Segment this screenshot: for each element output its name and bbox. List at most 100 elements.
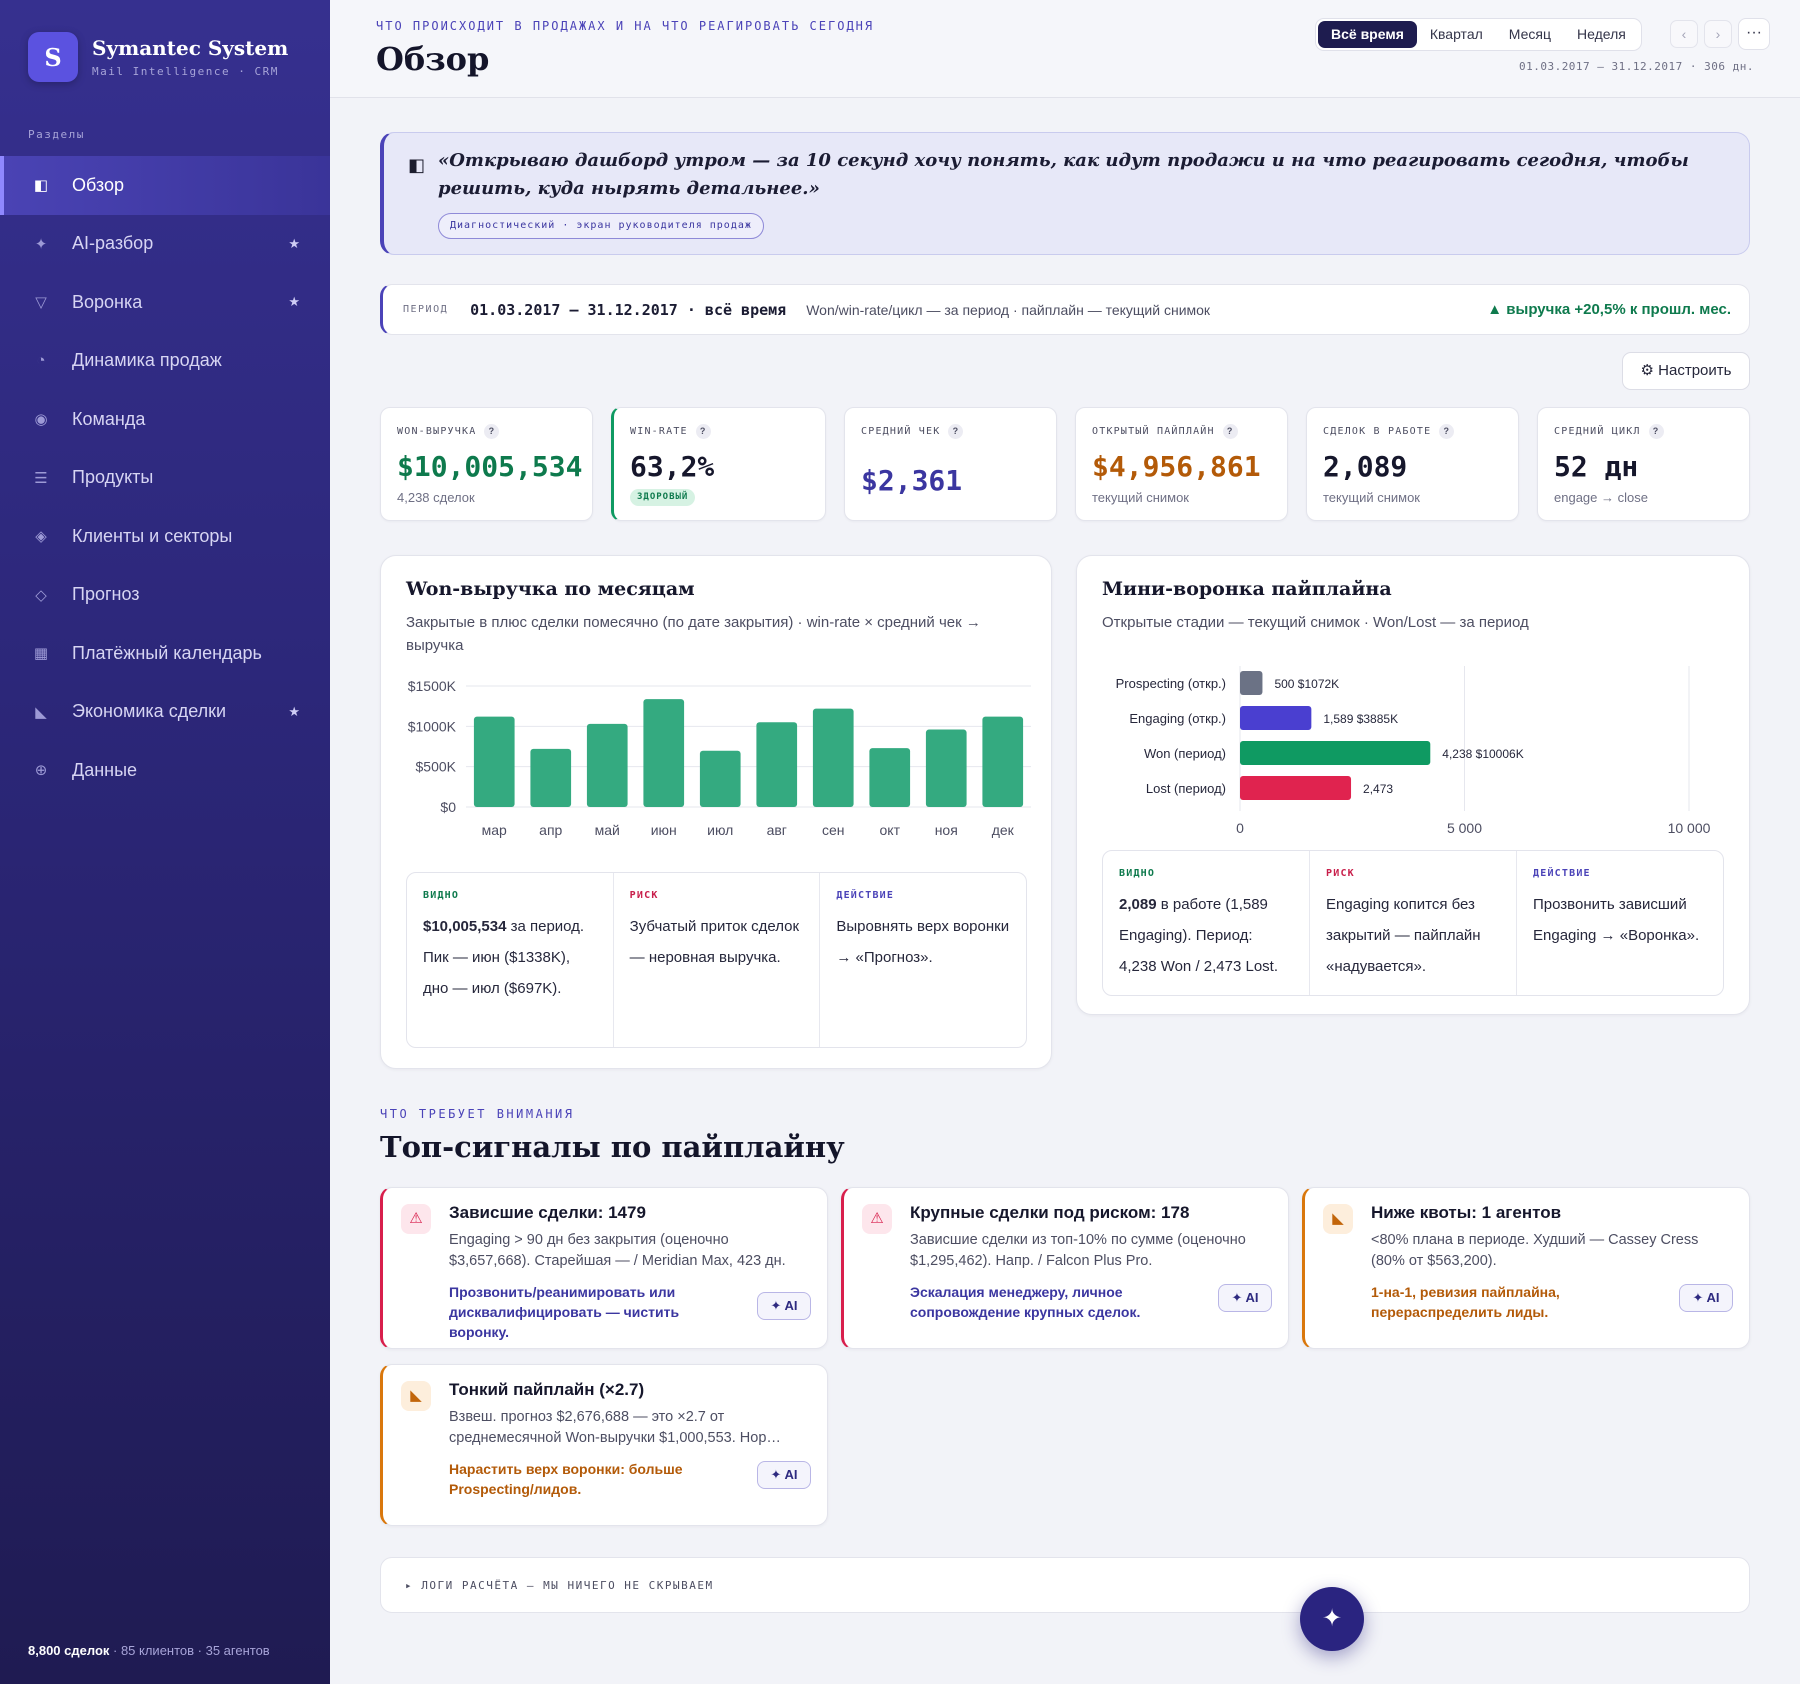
- funnel-card-subtitle: Открытые стадии — текущий снимок · Won/L…: [1102, 614, 1529, 631]
- signal-title: Зависшие сделки: 1479: [449, 1203, 646, 1222]
- sidebar-item-label: Клиенты и секторы: [72, 525, 233, 546]
- star-icon: ★: [288, 703, 300, 719]
- overview-icon: ◧: [33, 177, 49, 195]
- category-label: Engaging (откр.): [1129, 711, 1226, 726]
- x-tick-label: июл: [707, 822, 733, 838]
- bar[interactable]: [812, 708, 854, 807]
- bar[interactable]: [925, 729, 967, 807]
- kpi-card[interactable]: WIN-RATE? 63,2% ЗДОРОВЫЙ: [611, 407, 826, 521]
- y-tick-label: $1500K: [408, 678, 457, 694]
- ai-button[interactable]: ✦ AI: [1679, 1284, 1733, 1312]
- category-label: Won (период): [1144, 746, 1226, 761]
- help-icon[interactable]: ?: [695, 424, 711, 439]
- sidebar-item-label: Платёжный календарь: [72, 642, 262, 663]
- kpi-label-text: СДЕЛОК В РАБОТЕ: [1323, 426, 1432, 437]
- kpi-card[interactable]: СДЕЛОК В РАБОТЕ? 2,089 текущий снимок: [1306, 407, 1519, 521]
- range-tab-2[interactable]: Месяц: [1508, 26, 1551, 42]
- bar[interactable]: [530, 748, 572, 807]
- bar[interactable]: [869, 748, 911, 807]
- sidebar-item-7[interactable]: ◇ Прогноз: [0, 566, 330, 625]
- configure-button[interactable]: ⚙ Настроить: [1622, 352, 1750, 390]
- kpi-label-text: WIN-RATE: [630, 426, 688, 437]
- help-icon[interactable]: ?: [948, 424, 964, 439]
- range-tab-0[interactable]: Всё время: [1318, 21, 1417, 48]
- signal-action[interactable]: Нарастить верх воронки: больше Prospecti…: [449, 1461, 683, 1497]
- signal-description: Зависшие сделки из топ-10% по сумме (оце…: [910, 1232, 1246, 1269]
- signal-card[interactable]: ◣ Ниже квоты: 1 агентов <80% плана в перио…: [1302, 1187, 1750, 1349]
- bar[interactable]: [473, 716, 515, 807]
- revenue-bar-chart: $0 $500K $1000K $1500K мар апр май июн июл авг сен…: [408, 678, 1031, 838]
- x-tick-label: дек: [992, 822, 1015, 838]
- help-icon[interactable]: ?: [1648, 424, 1664, 439]
- kpi-card[interactable]: WON-ВЫРУЧКА? $10,005,534 4,238 сделок: [380, 407, 593, 521]
- range-tab-3[interactable]: Неделя: [1577, 26, 1626, 42]
- kpi-card[interactable]: СРЕДНИЙ ЦИКЛ? 52 дн engage → close: [1537, 407, 1750, 521]
- next-period-button[interactable]: ›: [1704, 20, 1732, 48]
- sidebar-item-3[interactable]: ◔ Динамика продаж: [0, 332, 330, 391]
- sidebar-item-4[interactable]: ◉ Команда: [0, 390, 330, 449]
- x-tick-label: 0: [1236, 820, 1244, 836]
- bar[interactable]: [1240, 776, 1352, 800]
- insight-action-heading: ДЕЙСТВИЕ: [836, 890, 895, 901]
- kpi-label: СРЕДНИЙ ЧЕК?: [861, 424, 964, 439]
- diamond-icon: ◈: [35, 528, 47, 546]
- help-icon[interactable]: ?: [1222, 424, 1238, 439]
- period-note: Won/win-rate/цикл — за период · пайплайн…: [806, 301, 1211, 318]
- signal-card[interactable]: ⚠ Крупные сделки под риском: 178 Зависшие …: [841, 1187, 1289, 1349]
- signal-card[interactable]: ⚠ Зависшие сделки: 1479 Engaging > 90 дн б…: [380, 1187, 828, 1349]
- sidebar-item-9[interactable]: ◣ Экономика сделки ★: [0, 683, 330, 742]
- sidebar-item-label: Обзор: [72, 174, 124, 195]
- period-label: ПЕРИОД: [403, 304, 449, 315]
- insight-risk-heading: РИСК: [1326, 868, 1355, 879]
- kpi-value: 63,2%: [630, 450, 715, 483]
- bar[interactable]: [699, 750, 741, 807]
- more-menu-button[interactable]: ···: [1738, 18, 1770, 50]
- bar[interactable]: [1240, 706, 1312, 730]
- y-tick-label: $0: [440, 799, 456, 815]
- help-icon[interactable]: ?: [484, 424, 500, 439]
- sidebar-item-10[interactable]: ⊕ Данные: [0, 741, 330, 800]
- sidebar-item-2[interactable]: ▽ Воронка ★: [0, 273, 330, 332]
- bar[interactable]: [1240, 671, 1263, 695]
- insight-seen-text: за период. Пик — июн ($1338K), дно — июл…: [423, 918, 585, 997]
- revenue-insights: ВИДНО $10,005,534 за период. Пик — июн (…: [406, 872, 1027, 1048]
- signal-action[interactable]: Эскалация менеджеру, личное сопровождени…: [910, 1284, 1141, 1320]
- signal-action[interactable]: 1-на-1, ревизия пайплайна, перераспредел…: [1371, 1284, 1560, 1320]
- kpi-value: $4,956,861: [1092, 450, 1261, 483]
- sidebar-item-8[interactable]: ▦ Платёжный календарь: [0, 624, 330, 683]
- prev-period-button[interactable]: ‹: [1670, 20, 1698, 48]
- calc-logs-toggle[interactable]: ▸ ЛОГИ РАСЧЁТА — МЫ НИЧЕГО НЕ СКРЫВАЕМ: [380, 1557, 1750, 1613]
- revenue-card-subtitle: Закрытые в плюс сделки помесячно (по дат…: [406, 614, 981, 654]
- sidebar-item-1[interactable]: ✦ AI-разбор ★: [0, 215, 330, 274]
- kpi-card[interactable]: ОТКРЫТЫЙ ПАЙПЛАЙН? $4,956,861 текущий сним…: [1075, 407, 1288, 521]
- signal-action[interactable]: Прозвонить/реанимировать или дисквалифиц…: [449, 1284, 680, 1340]
- help-icon[interactable]: ?: [1439, 424, 1455, 439]
- sidebar-item-5[interactable]: ☰ Продукты: [0, 449, 330, 508]
- signal-description: <80% плана в периоде. Худший — Cassey Cr…: [1371, 1232, 1699, 1269]
- brand[interactable]: S Symantec System Mail Intelligence · CR…: [28, 32, 288, 82]
- signal-card[interactable]: ◣ Тонкий пайплайн (×2.7) Взвеш. прогноз $2…: [380, 1364, 828, 1526]
- kpi-card[interactable]: СРЕДНИЙ ЧЕК? $2,361: [844, 407, 1057, 521]
- ai-button[interactable]: ✦ AI: [757, 1461, 811, 1489]
- kpi-label-text: ОТКРЫТЫЙ ПАЙПЛАЙН: [1092, 426, 1215, 437]
- ai-button[interactable]: ✦ AI: [1218, 1284, 1272, 1312]
- sidebar-item-0[interactable]: ◧ Обзор: [0, 156, 330, 215]
- period-bar: ПЕРИОД 01.03.2017 – 31.12.2017 · всё вре…: [380, 284, 1750, 335]
- sidebar-nav: ◧ Обзор ✦ AI-разбор ★ ▽ Воронка ★ ◔ Динамика прод…: [0, 156, 330, 800]
- ai-button[interactable]: ✦ AI: [757, 1292, 811, 1320]
- kpi-label: WIN-RATE?: [630, 424, 711, 439]
- bar[interactable]: [756, 722, 798, 807]
- range-tab-1[interactable]: Квартал: [1429, 26, 1483, 42]
- bar[interactable]: [643, 699, 685, 807]
- bar[interactable]: [1240, 741, 1431, 765]
- ai-assistant-fab[interactable]: ✦: [1300, 1587, 1364, 1651]
- revenue-card: Won-выручка по месяцам Закрытые в плюс с…: [380, 555, 1052, 1069]
- x-tick-label: апр: [539, 822, 562, 838]
- sidebar-item-6[interactable]: ◈ Клиенты и секторы: [0, 507, 330, 566]
- bar[interactable]: [982, 716, 1024, 807]
- team-icon: ◉: [34, 411, 48, 429]
- bar[interactable]: [586, 723, 628, 807]
- x-tick-label: мар: [482, 822, 507, 838]
- pie-icon: ◔: [36, 352, 46, 370]
- kpi-sub: текущий снимок: [1323, 490, 1420, 505]
